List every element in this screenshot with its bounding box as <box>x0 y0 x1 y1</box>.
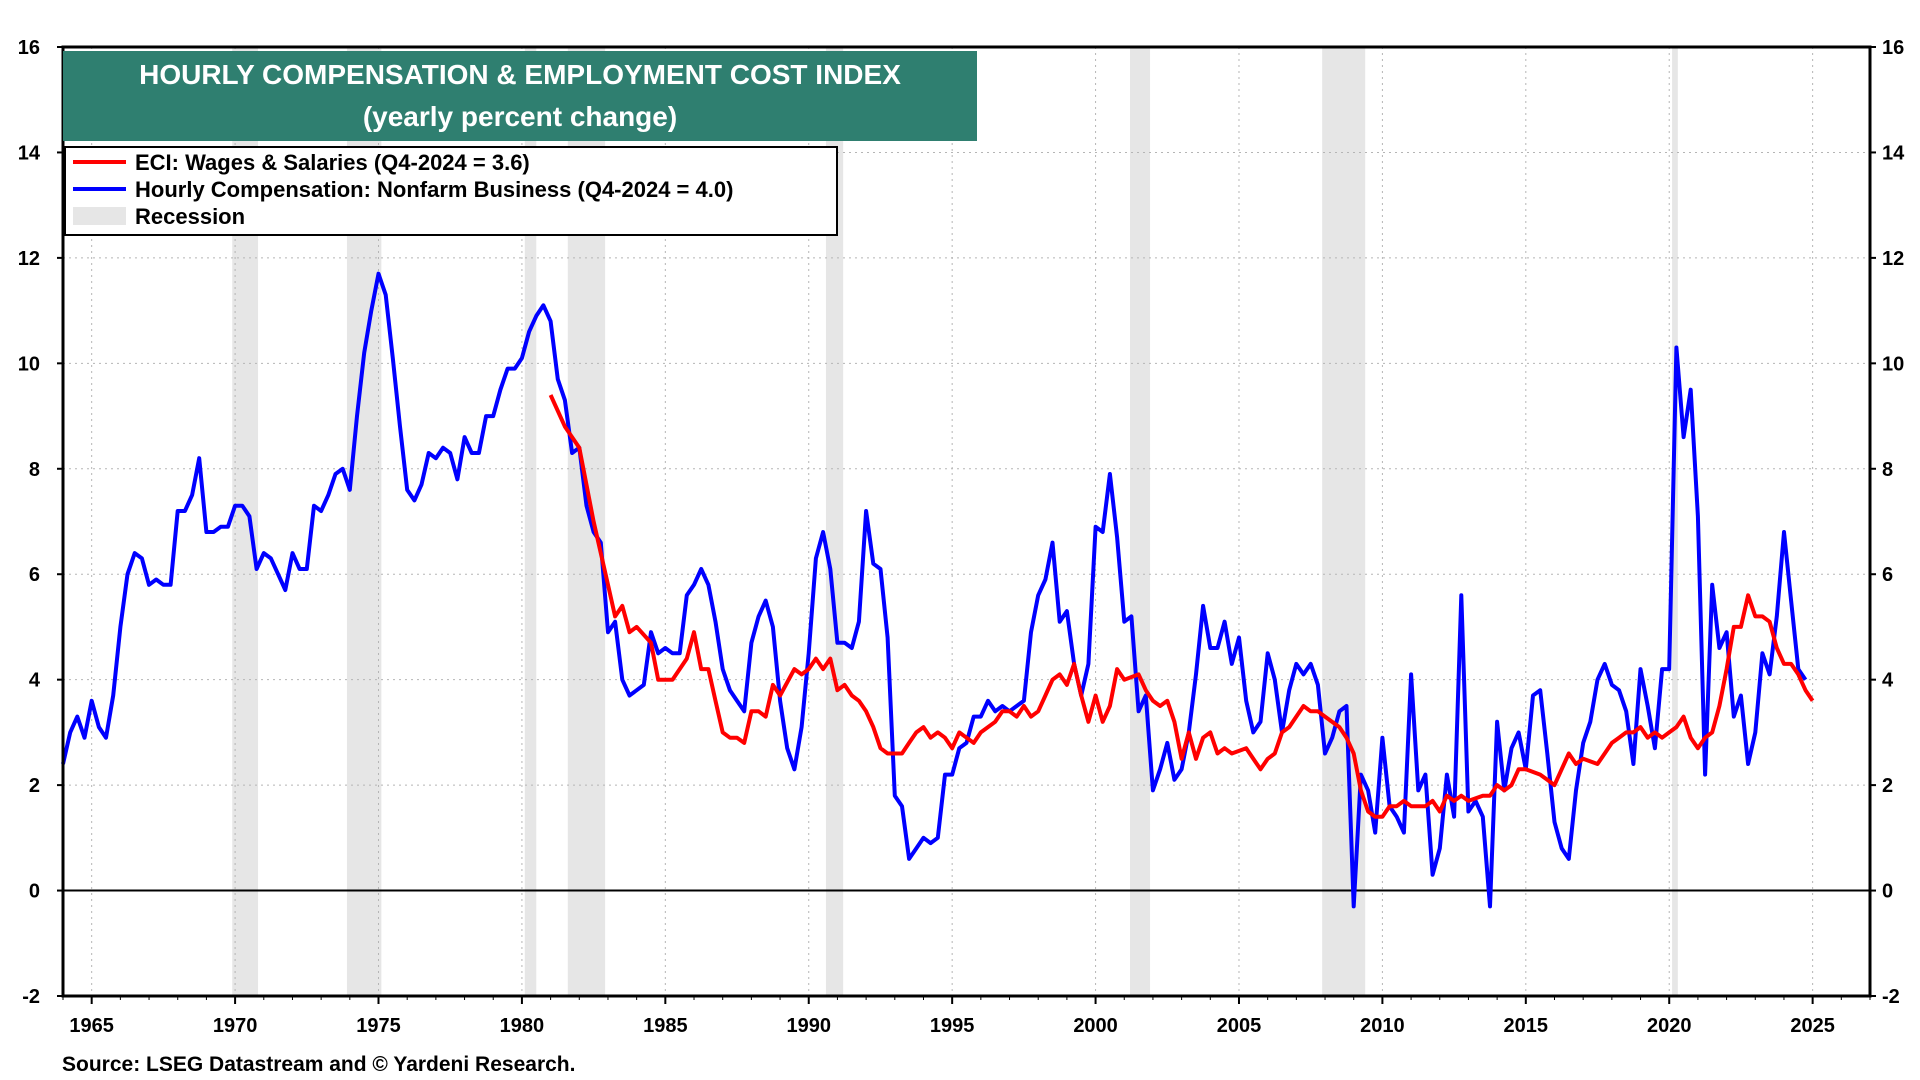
y-tick-label-left: 4 <box>29 670 41 692</box>
y-tick-label-left: 2 <box>29 775 40 797</box>
series-lines <box>61 271 1815 909</box>
y-tick-label-left: -2 <box>22 986 40 1008</box>
y-tick-label-right: 14 <box>1882 142 1905 164</box>
x-tick-label: 1965 <box>69 1015 114 1037</box>
x-tick-label: 2010 <box>1360 1015 1405 1037</box>
title-box: HOURLY COMPENSATION & EMPLOYMENT COST IN… <box>63 51 977 141</box>
y-tick-label-right: 0 <box>1882 881 1893 903</box>
source-note: Source: LSEG Datastream and © Yardeni Re… <box>62 1053 575 1076</box>
x-tick-label: 1980 <box>500 1015 545 1037</box>
y-tick-label-left: 12 <box>18 248 40 270</box>
x-tick-label: 2020 <box>1647 1015 1692 1037</box>
recession-band-7 <box>1672 47 1678 996</box>
y-tick-label-right: 16 <box>1882 37 1904 59</box>
x-tick-label: 2000 <box>1073 1015 1118 1037</box>
x-tick-label: 2005 <box>1217 1015 1262 1037</box>
chart-title: HOURLY COMPENSATION & EMPLOYMENT COST IN… <box>139 59 901 90</box>
y-tick-label-left: 10 <box>18 353 40 375</box>
y-tick-label-right: 12 <box>1882 248 1904 270</box>
legend: ECI: Wages & Salaries (Q4-2024 = 3.6) Ho… <box>64 146 838 236</box>
recession-band-5 <box>1129 47 1151 996</box>
y-tick-label-left: 16 <box>18 37 40 59</box>
legend-swatch-recession <box>73 207 126 225</box>
x-axis: 1965 1970 1975 1980 1985 1990 1995 2000 2005 2010… <box>62 996 1871 1037</box>
x-tick-label: 1970 <box>213 1015 258 1037</box>
y-tick-label-right: 6 <box>1882 564 1893 586</box>
y-axis-left: -2 0 2 4 6 8 10 12 14 16 <box>18 37 63 1008</box>
series-line-eci <box>548 394 1815 819</box>
series-line-hourly-compensation <box>61 271 1808 909</box>
y-tick-label-right: 10 <box>1882 353 1904 375</box>
y-tick-label-right: -2 <box>1882 986 1900 1008</box>
x-tick-label: 2025 <box>1790 1015 1835 1037</box>
x-tick-label: 2015 <box>1504 1015 1549 1037</box>
y-tick-label-right: 4 <box>1882 670 1894 692</box>
legend-label-eci: ECI: Wages & Salaries (Q4-2024 = 3.6) <box>135 150 530 175</box>
recession-band-4 <box>825 47 844 996</box>
x-tick-label: 1985 <box>643 1015 688 1037</box>
y-tick-label-left: 8 <box>29 459 40 481</box>
y-tick-label-left: 6 <box>29 564 40 586</box>
y-tick-label-right: 2 <box>1882 775 1893 797</box>
legend-label-hourly-compensation: Hourly Compensation: Nonfarm Business (Q… <box>135 177 733 202</box>
legend-label-recession: Recession <box>135 204 245 229</box>
y-axis-right: -2 0 2 4 6 8 10 12 14 16 <box>1870 37 1905 1008</box>
recession-band-6 <box>1322 47 1366 996</box>
y-tick-label-left: 14 <box>18 142 41 164</box>
x-tick-label: 1995 <box>930 1015 975 1037</box>
chart-subtitle: (yearly percent change) <box>363 101 677 132</box>
recession-band-2 <box>524 47 537 996</box>
plot-frame <box>61 45 1872 998</box>
y-tick-label-left: 0 <box>29 881 40 903</box>
y-tick-label-right: 8 <box>1882 459 1893 481</box>
x-tick-label: 1975 <box>356 1015 401 1037</box>
x-tick-label: 1990 <box>786 1015 831 1037</box>
